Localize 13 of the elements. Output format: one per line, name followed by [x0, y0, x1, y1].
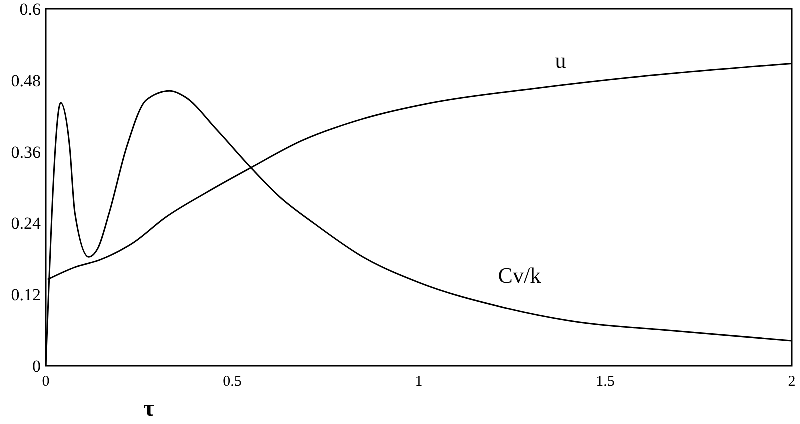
y-tick-label: 0.6 — [20, 0, 41, 19]
x-axis-title: τ — [143, 396, 155, 422]
x-tick-label: 0.5 — [223, 374, 242, 390]
y-tick-label: 0.12 — [11, 286, 41, 305]
x-tick-label: 1 — [415, 374, 423, 390]
x-tick-label: 1.5 — [596, 374, 615, 390]
y-tick-label: 0.36 — [11, 142, 41, 162]
series-label: Cv/k — [498, 262, 542, 288]
y-tick-label: 0 — [32, 356, 41, 376]
x-tick-label: 2 — [788, 374, 796, 390]
y-tick-label: 0.24 — [11, 214, 42, 234]
series-label: u — [555, 48, 566, 73]
y-tick-label: 0.48 — [11, 71, 41, 90]
